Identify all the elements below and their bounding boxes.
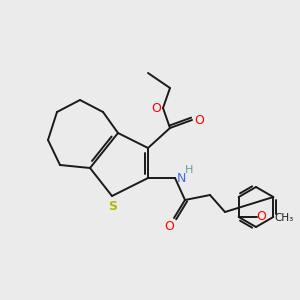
Text: O: O — [194, 113, 204, 127]
Text: N: N — [176, 172, 186, 185]
Text: H: H — [185, 165, 193, 175]
Text: S: S — [109, 200, 118, 212]
Text: O: O — [164, 220, 174, 232]
Text: O: O — [151, 101, 161, 115]
Text: CH₃: CH₃ — [275, 213, 294, 223]
Text: O: O — [257, 211, 267, 224]
